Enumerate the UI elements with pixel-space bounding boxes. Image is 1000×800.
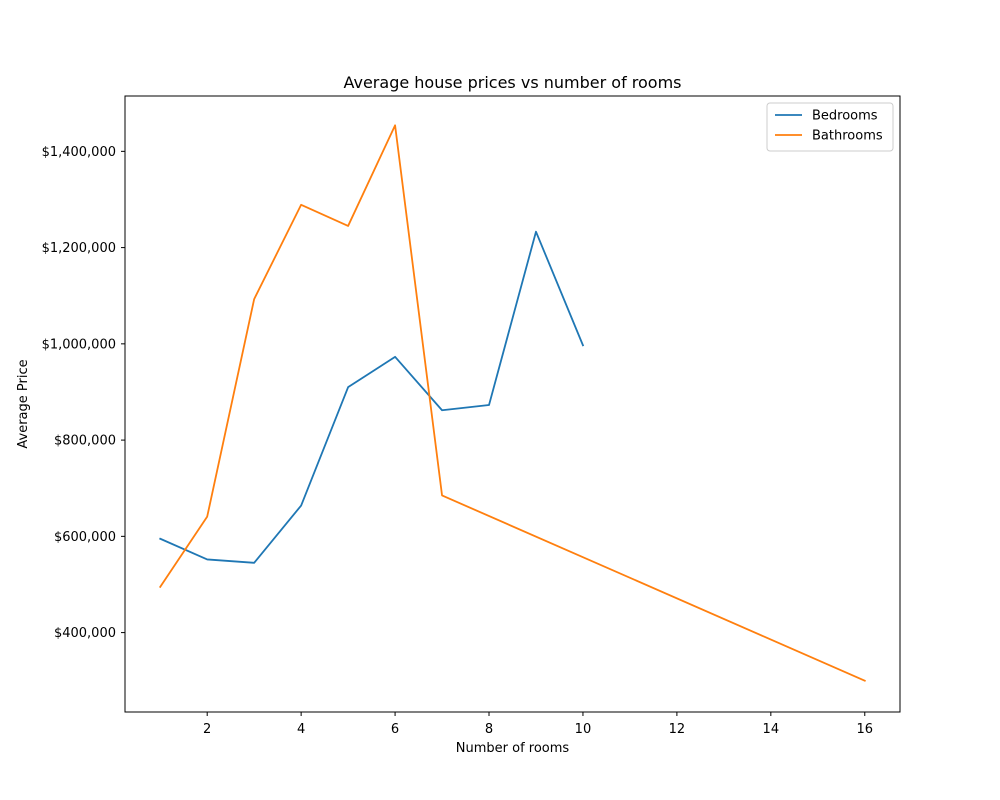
y-tick-label: $1,000,000 — [42, 337, 116, 352]
series-line-bedrooms — [159, 230, 585, 564]
y-tick-label: $800,000 — [54, 434, 116, 449]
legend: Bedrooms Bathrooms — [766, 102, 894, 152]
y-tick-label: $1,400,000 — [42, 145, 116, 160]
plot-area-frame — [124, 95, 901, 713]
chart-title: Average house prices vs number of rooms — [343, 73, 681, 92]
x-axis-ticks: 2 4 6 8 10 12 14 16 — [203, 712, 873, 737]
x-tick-label: 4 — [297, 722, 305, 737]
y-axis-ticks: $400,000 $600,000 $800,000 $1,000,000 $1,200… — [42, 145, 125, 641]
x-tick-label: 16 — [856, 722, 873, 737]
x-tick-label: 2 — [203, 722, 211, 737]
x-axis-label: Number of rooms — [456, 741, 570, 756]
y-tick-label: $1,200,000 — [42, 241, 116, 256]
plot-lines — [158, 124, 866, 682]
x-tick-label: 8 — [485, 722, 493, 737]
x-tick-label: 14 — [763, 722, 780, 737]
legend-label-bedrooms: Bedrooms — [812, 109, 878, 124]
x-tick-label: 6 — [391, 722, 399, 737]
x-tick-label: 10 — [575, 722, 592, 737]
y-axis-label: Average Price — [16, 359, 31, 448]
y-tick-label: $400,000 — [54, 626, 116, 641]
legend-label-bathrooms: Bathrooms — [812, 129, 883, 144]
series-line-bathrooms — [158, 124, 866, 682]
x-tick-label: 12 — [669, 722, 686, 737]
y-tick-label: $600,000 — [54, 530, 116, 545]
